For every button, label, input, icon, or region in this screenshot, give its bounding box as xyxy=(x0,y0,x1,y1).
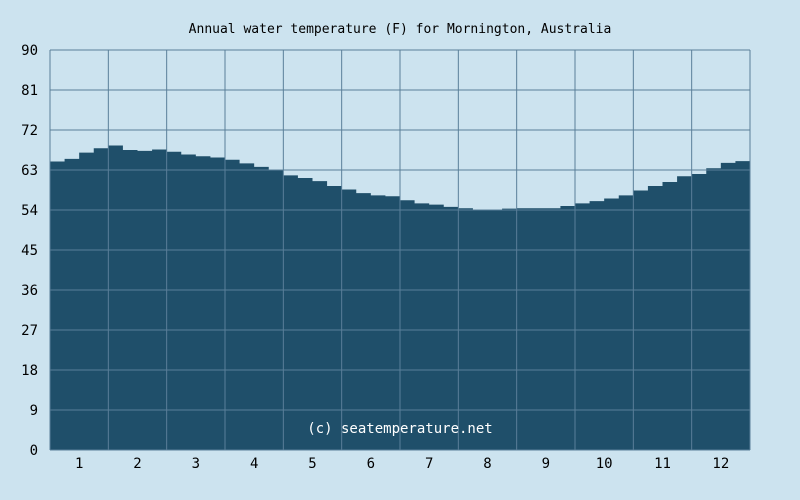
x-tick-label: 11 xyxy=(654,456,671,472)
watermark: (c) seatemperature.net xyxy=(307,421,492,437)
y-tick-label: 27 xyxy=(21,323,38,339)
y-tick-label: 45 xyxy=(21,243,38,259)
y-tick-label: 81 xyxy=(21,83,38,99)
x-tick-label: 9 xyxy=(542,456,550,472)
x-tick-label: 8 xyxy=(483,456,491,472)
chart-title: Annual water temperature (F) for Morning… xyxy=(189,22,612,37)
x-tick-label: 10 xyxy=(596,456,613,472)
x-tick-label: 6 xyxy=(367,456,375,472)
x-tick-label: 5 xyxy=(308,456,316,472)
x-tick-label: 2 xyxy=(133,456,141,472)
y-tick-label: 63 xyxy=(21,163,38,179)
x-tick-label: 1 xyxy=(75,456,83,472)
x-tick-label: 7 xyxy=(425,456,433,472)
y-tick-label: 72 xyxy=(21,123,38,139)
x-tick-label: 4 xyxy=(250,456,258,472)
x-tick-label: 12 xyxy=(712,456,729,472)
y-tick-label: 18 xyxy=(21,363,38,379)
x-tick-label: 3 xyxy=(192,456,200,472)
y-tick-label: 9 xyxy=(30,403,38,419)
y-tick-label: 54 xyxy=(21,203,38,219)
y-tick-label: 36 xyxy=(21,283,38,299)
y-tick-label: 0 xyxy=(30,443,38,459)
y-tick-label: 90 xyxy=(21,43,38,59)
